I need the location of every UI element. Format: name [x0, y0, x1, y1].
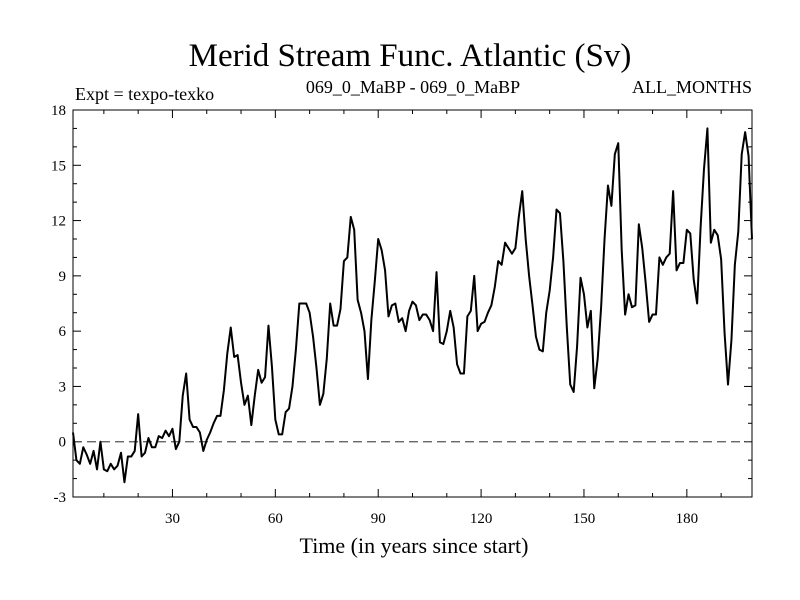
x-tick-label: 90: [371, 511, 386, 527]
plot-frame: [72, 109, 753, 498]
y-tick-label: 9: [59, 269, 67, 285]
y-tick-label: 18: [51, 103, 66, 119]
x-tick-label: 60: [268, 511, 283, 527]
y-tick-label: 15: [51, 158, 66, 174]
x-tick-label: 150: [573, 511, 596, 527]
x-tick-label: 30: [165, 511, 180, 527]
series-layer: [72, 127, 753, 484]
y-tick-label: 0: [59, 435, 67, 451]
y-tick-label: -3: [54, 490, 67, 506]
x-tick-label: 180: [676, 511, 699, 527]
y-tick-label: 12: [51, 214, 66, 230]
series-line: [72, 127, 753, 484]
subtitle-right: ALL_MONTHS: [632, 77, 752, 97]
tick-labels: -3 0 3 6 9 12 15 18 30 60 90 120 150 180: [51, 103, 698, 527]
y-tick-label: 6: [59, 324, 67, 340]
subtitle-left: Expt = texpo-texko: [75, 84, 214, 104]
subtitle-center: 069_0_MaBP - 069_0_MaBP: [306, 77, 520, 97]
chart-title: Merid Stream Func. Atlantic (Sv): [189, 38, 632, 74]
x-axis-label: Time (in years since start): [300, 533, 529, 558]
x-tick-label: 120: [470, 511, 493, 527]
y-tick-label: 3: [59, 379, 67, 395]
